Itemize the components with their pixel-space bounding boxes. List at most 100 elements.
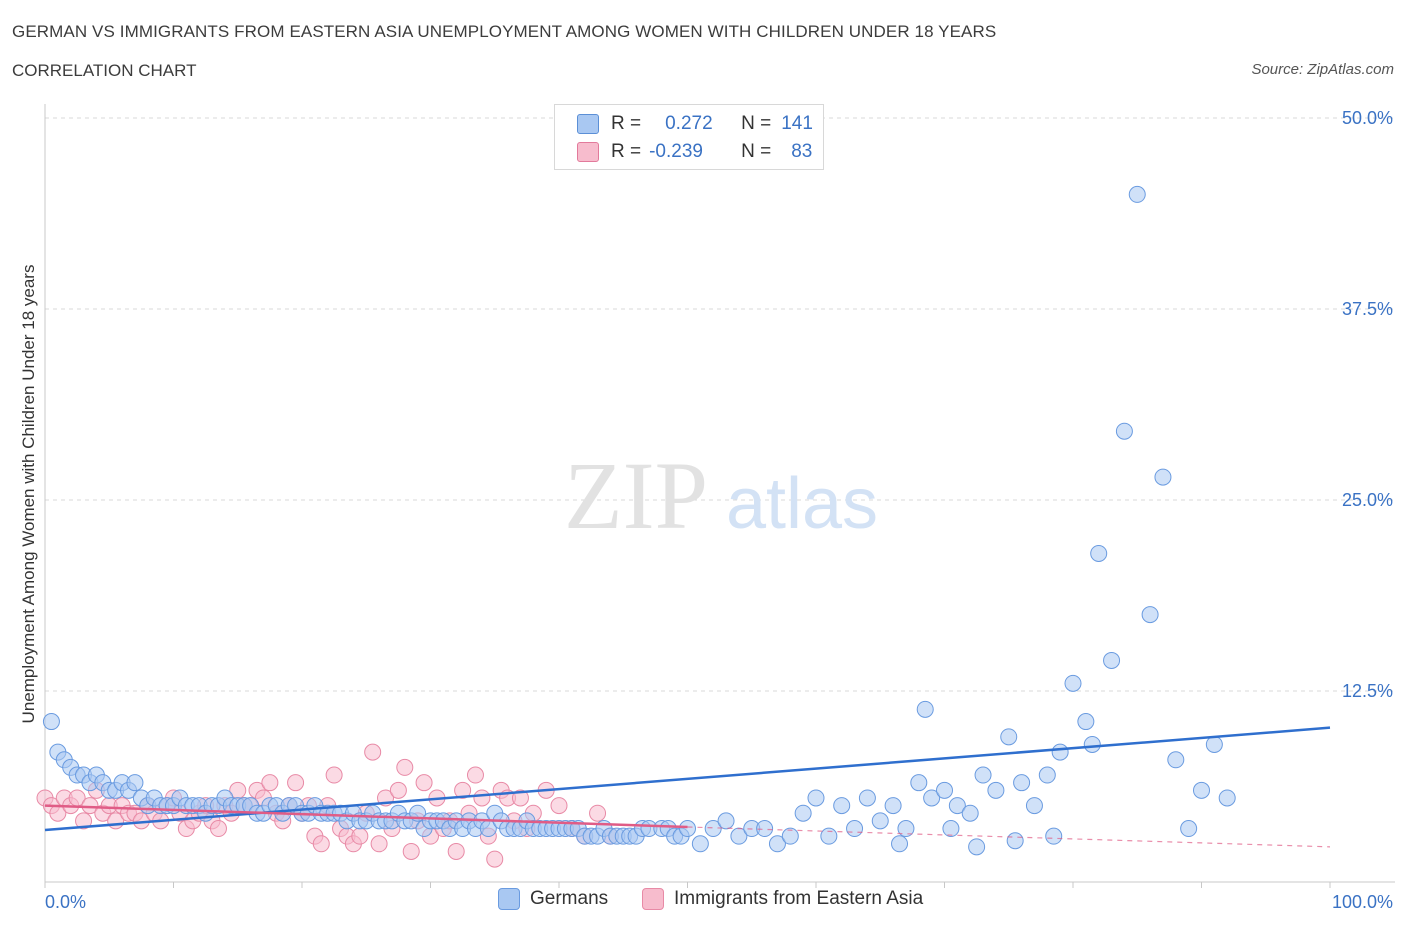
point-germans xyxy=(1045,827,1063,845)
point-immigrants xyxy=(287,774,305,792)
point-immigrants xyxy=(209,820,227,838)
point-germans xyxy=(1025,797,1043,815)
point-immigrants xyxy=(261,774,279,792)
n-label: N = xyxy=(741,113,772,134)
point-immigrants xyxy=(312,835,330,853)
r-value-germans: 0.272 xyxy=(665,113,713,134)
point-germans xyxy=(936,781,953,799)
legend-label-germans: Germans xyxy=(530,888,609,909)
point-germans xyxy=(1180,820,1198,838)
point-immigrants xyxy=(511,789,529,807)
point-germans xyxy=(858,789,876,807)
legend-item-immigrants[interactable]: Immigrants from Eastern Asia xyxy=(642,888,923,910)
point-germans xyxy=(1193,781,1210,799)
point-germans xyxy=(1218,789,1236,807)
point-germans xyxy=(916,700,934,718)
stats-swatch-immigrants xyxy=(577,142,599,162)
point-immigrants xyxy=(364,743,382,761)
point-immigrants xyxy=(75,812,93,830)
trend-line-germans xyxy=(44,726,1331,832)
point-germans xyxy=(126,774,144,792)
point-immigrants xyxy=(550,797,568,815)
point-germans xyxy=(942,820,960,838)
r-label: R = xyxy=(611,113,642,134)
point-germans xyxy=(42,713,60,731)
trend-line-immigrants xyxy=(44,804,688,829)
point-germans xyxy=(974,766,992,784)
point-germans xyxy=(923,789,941,807)
point-germans xyxy=(833,797,851,815)
point-immigrants xyxy=(473,789,491,807)
point-germans xyxy=(1064,674,1082,692)
point-immigrants xyxy=(370,835,388,853)
point-germans xyxy=(820,827,838,845)
grid-lines xyxy=(45,117,1395,692)
point-germans xyxy=(1038,766,1056,784)
point-germans xyxy=(1167,751,1185,769)
point-germans xyxy=(961,804,979,822)
chart-title: GERMAN VS IMMIGRANTS FROM EASTERN ASIA U… xyxy=(12,22,997,41)
point-germans xyxy=(1128,185,1146,203)
point-immigrants xyxy=(415,774,433,792)
point-germans xyxy=(897,820,915,838)
legend-swatch-immigrants xyxy=(642,888,664,910)
point-germans xyxy=(871,812,889,830)
stats-row-immigrants: R = -0.239 N = 83 xyxy=(577,139,812,165)
point-germans xyxy=(1205,735,1223,753)
point-germans xyxy=(891,835,909,853)
point-immigrants xyxy=(402,842,420,860)
point-immigrants xyxy=(466,766,484,784)
point-germans xyxy=(1154,468,1172,486)
point-immigrants xyxy=(351,827,369,845)
point-germans xyxy=(794,804,812,822)
stats-row-germans: R = 0.272 N = 141 xyxy=(577,111,813,137)
point-germans xyxy=(1051,743,1069,761)
point-germans xyxy=(679,820,696,838)
point-germans xyxy=(884,797,902,815)
y-tick-label: 25.0% xyxy=(1342,490,1393,510)
point-immigrants xyxy=(325,766,343,784)
point-germans xyxy=(1115,422,1133,440)
axes: 12.5% 25.0% 37.5% 50.0% 0.0% 100.0% xyxy=(44,104,1395,912)
x-tick-label-min: 0.0% xyxy=(45,892,86,912)
r-label: R = xyxy=(611,141,642,162)
point-immigrants xyxy=(486,850,504,868)
point-germans xyxy=(1000,728,1018,746)
trend-lines xyxy=(44,726,1331,848)
chart-subtitle: CORRELATION CHART xyxy=(12,61,197,80)
point-germans xyxy=(1141,606,1159,624)
n-label: N = xyxy=(741,141,772,162)
point-germans xyxy=(968,838,986,856)
n-value-germans: 141 xyxy=(781,113,813,134)
correlation-stats-box: R = 0.272 N = 141 R = -0.239 N = 83 xyxy=(554,104,824,170)
point-germans xyxy=(1083,735,1101,753)
point-germans xyxy=(846,820,864,838)
legend-item-germans[interactable]: Germans xyxy=(498,888,608,910)
chart-legend: Germans Immigrants from Eastern Asia xyxy=(0,888,1406,918)
point-germans xyxy=(781,827,799,845)
y-tick-label: 12.5% xyxy=(1342,681,1393,701)
r-value-immigrants: -0.239 xyxy=(649,141,703,162)
point-germans xyxy=(1013,774,1031,792)
point-immigrants xyxy=(389,781,407,799)
y-tick-label: 50.0% xyxy=(1342,108,1393,128)
source-label: Source: ZipAtlas.com xyxy=(1251,61,1394,78)
point-germans xyxy=(987,781,1005,799)
trend-line-immigrants-extension xyxy=(687,826,1331,848)
point-germans xyxy=(948,797,966,815)
point-germans xyxy=(717,812,735,830)
watermark-atlas: atlas xyxy=(726,464,878,544)
x-tick-label-max: 100.0% xyxy=(1332,892,1393,912)
point-germans xyxy=(1077,713,1095,731)
stats-swatch-germans xyxy=(577,114,599,134)
point-immigrants xyxy=(589,804,607,822)
point-germans xyxy=(1103,651,1121,669)
point-germans xyxy=(1006,832,1024,850)
point-germans xyxy=(756,820,774,838)
point-germans xyxy=(910,774,928,792)
point-germans xyxy=(807,789,825,807)
n-value-immigrants: 83 xyxy=(791,141,813,162)
point-germans xyxy=(691,835,709,853)
point-germans xyxy=(1090,544,1108,562)
